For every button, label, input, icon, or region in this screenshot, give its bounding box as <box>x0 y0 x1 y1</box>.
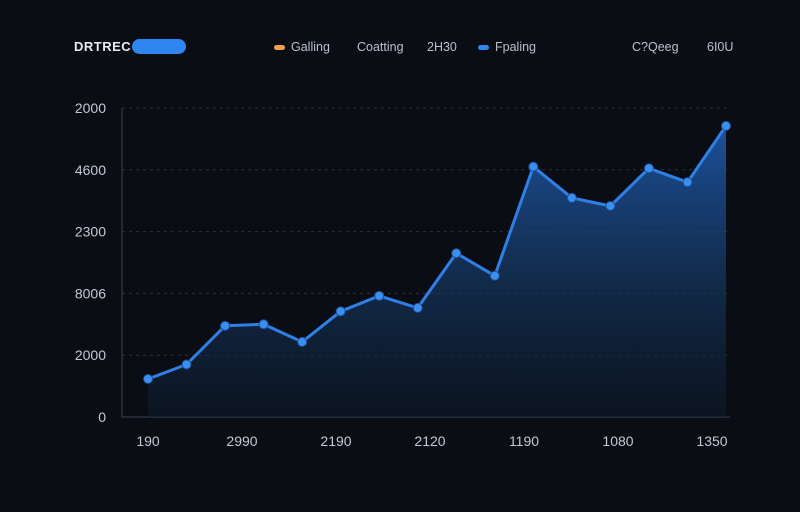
x-tick-label: 190 <box>136 433 160 449</box>
y-tick-label: 8006 <box>75 285 106 301</box>
y-tick-label: 4600 <box>75 162 106 178</box>
data-point[interactable] <box>643 163 654 174</box>
data-point[interactable] <box>528 161 539 172</box>
data-point[interactable] <box>258 319 269 330</box>
legend-item-galling[interactable]: Galling <box>274 40 330 54</box>
legend-swatch-orange <box>274 44 285 50</box>
header-readout-1: C?Qeeg <box>632 40 679 54</box>
x-tick-label: 1080 <box>602 433 633 449</box>
series-line <box>147 125 728 381</box>
data-point[interactable] <box>335 306 346 317</box>
y-tick-label: 2000 <box>75 100 106 116</box>
x-tick-label: 2120 <box>414 433 445 449</box>
accent-pill[interactable] <box>132 39 186 54</box>
y-axis-ticks: 0 2000 8006 2300 4600 2000 <box>75 100 106 425</box>
x-tick-label: 1350 <box>696 433 727 449</box>
data-point[interactable] <box>220 320 231 331</box>
legend-item-coatting[interactable]: Coatting <box>357 40 404 54</box>
data-point[interactable] <box>297 336 308 347</box>
legend-label: Coatting <box>357 40 404 54</box>
data-point[interactable] <box>721 120 731 131</box>
area-fill <box>148 125 726 418</box>
data-point[interactable] <box>412 302 423 313</box>
data-point[interactable] <box>143 373 153 384</box>
y-tick-label: 2300 <box>75 224 106 240</box>
x-tick-label: 1190 <box>509 433 539 449</box>
header-readout-2: 6I0U <box>707 40 734 54</box>
legend-label: Galling <box>291 40 330 54</box>
y-tick-label: 2000 <box>75 347 106 363</box>
legend-swatch-blue <box>478 44 489 50</box>
x-tick-label: 2990 <box>226 433 257 449</box>
data-point[interactable] <box>374 290 385 301</box>
data-point[interactable] <box>181 359 192 370</box>
legend-item-2h30[interactable]: 2H30 <box>427 40 457 54</box>
data-points <box>143 120 731 384</box>
data-point[interactable] <box>566 192 577 203</box>
legend-item-fpaling[interactable]: Fpaling <box>478 40 536 54</box>
y-tick-label: 0 <box>98 409 106 425</box>
x-tick-label: 2190 <box>320 433 351 449</box>
x-axis-ticks: 190 2990 2190 2120 1190 1080 1350 <box>136 433 727 449</box>
brand-title: DRTREC <box>74 39 132 54</box>
data-point[interactable] <box>605 200 616 211</box>
legend-label: 2H30 <box>427 40 457 54</box>
chart-header: DRTREC Galling Coatting 2H30 Fpaling C?Q… <box>0 0 800 90</box>
legend-label: Fpaling <box>495 40 536 54</box>
data-point[interactable] <box>682 177 693 188</box>
data-point[interactable] <box>451 248 462 259</box>
data-point[interactable] <box>489 270 500 281</box>
